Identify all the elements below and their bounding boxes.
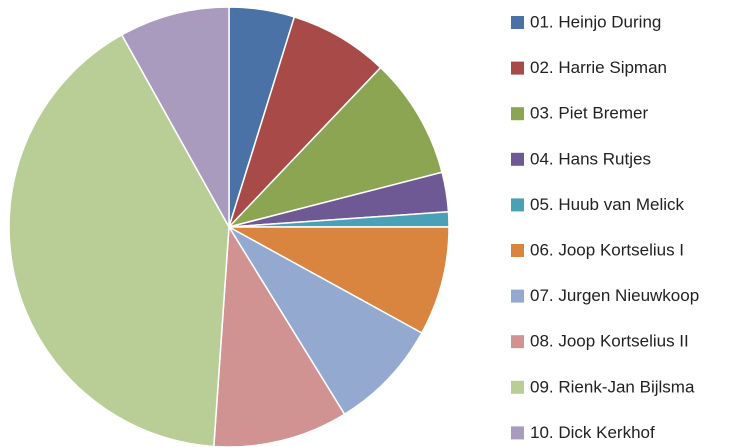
legend-label: 04. Hans Rutjes	[530, 149, 651, 168]
legend-swatch	[511, 244, 524, 257]
legend-label: 05. Huub van Melick	[530, 195, 685, 214]
pie-slice	[228, 226, 450, 335]
legend-label: 03. Piet Bremer	[530, 104, 648, 123]
pie-slice	[120, 6, 230, 230]
pie-slice	[226, 224, 423, 416]
legend-label: 09. Rienk-Jan Bijlsma	[530, 377, 695, 396]
pie-slice	[8, 33, 230, 447]
legend-swatch	[511, 198, 524, 212]
legend-label: 08. Joop Kortselius II	[530, 332, 689, 351]
legend-swatch	[511, 380, 524, 394]
legend-swatch	[511, 61, 524, 75]
legend-swatch	[511, 16, 524, 29]
pie-slice	[228, 15, 382, 228]
legend-swatch	[511, 107, 524, 121]
legend-label: 07. Jurgen Nieuwkoop	[530, 286, 699, 305]
legend-label: 01. Heinjo During	[530, 12, 661, 31]
legend-swatch	[511, 152, 524, 166]
legend-label: 10. Dick Kerkhof	[530, 423, 655, 442]
legend-label: 06. Joop Kortselius I	[530, 240, 684, 259]
legend-label: 02. Harrie Sipman	[530, 58, 667, 77]
legend-swatch	[511, 289, 524, 303]
legend-swatch	[511, 426, 524, 440]
pie-slice	[226, 66, 444, 229]
legend-swatch	[511, 335, 524, 349]
